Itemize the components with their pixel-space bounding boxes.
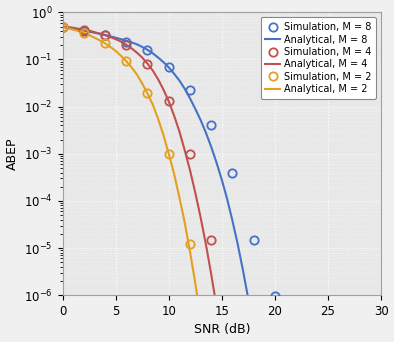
- Y-axis label: ABEP: ABEP: [6, 137, 19, 170]
- Legend: Simulation, M = 8, Analytical, M = 8, Simulation, M = 4, Analytical, M = 4, Simu: Simulation, M = 8, Analytical, M = 8, Si…: [260, 17, 376, 99]
- X-axis label: SNR (dB): SNR (dB): [193, 324, 250, 337]
